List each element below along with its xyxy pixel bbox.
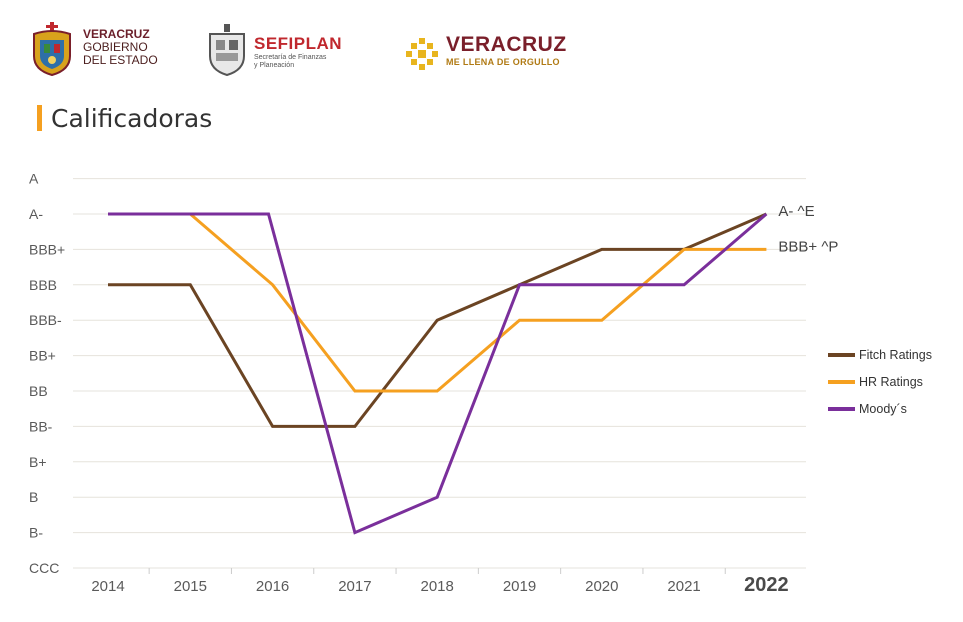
government-wordmark: VERACRUZ GOBIERNO DEL ESTADO bbox=[83, 28, 158, 67]
x-tick-label: 2019 bbox=[503, 578, 536, 595]
sefiplan-name: SEFIPLAN bbox=[254, 34, 343, 53]
series-line-hr-ratings bbox=[189, 212, 767, 393]
series-layer bbox=[108, 212, 768, 535]
y-tick-label: BBB- bbox=[29, 312, 62, 328]
legend: Fitch Ratings HR Ratings Moody´s bbox=[828, 348, 932, 416]
y-tick-label: B- bbox=[29, 525, 43, 541]
legend-label: HR Ratings bbox=[859, 375, 923, 389]
x-tick-label: 2021 bbox=[667, 578, 700, 595]
x-tick-label: 2018 bbox=[421, 578, 454, 595]
y-tick-label: BBB+ bbox=[29, 241, 65, 257]
page-title-wrap: Calificadoras bbox=[37, 103, 212, 133]
x-tick-label: 2022 bbox=[744, 574, 789, 596]
rating-annotation: BBB+ ^P bbox=[778, 238, 838, 255]
y-tick-label: BB- bbox=[29, 418, 53, 434]
page-title: Calificadoras bbox=[51, 103, 213, 133]
title-accent-bar bbox=[37, 105, 42, 131]
series-line-moody-s bbox=[108, 212, 768, 535]
legend-label: Moody´s bbox=[859, 402, 907, 416]
veracruz-pride-emblem-icon bbox=[406, 38, 438, 70]
x-tick-label: 2020 bbox=[585, 578, 618, 595]
rating-annotation: A- ^E bbox=[778, 203, 814, 220]
veracruz-pride-wordmark: VERACRUZ ME LLENA DE ORGULLO bbox=[446, 33, 567, 67]
y-tick-label: BB bbox=[29, 383, 48, 399]
sefiplan-shield-icon bbox=[209, 24, 245, 76]
x-tick-label: 2015 bbox=[174, 578, 207, 595]
y-tick-label: B+ bbox=[29, 454, 47, 470]
y-tick-label: B bbox=[29, 489, 38, 505]
sefiplan-wordmark: SEFIPLAN Secretaría de Finanzas y Planea… bbox=[254, 34, 342, 70]
y-tick-label: BBB bbox=[29, 277, 57, 293]
x-tick-label: 2017 bbox=[338, 578, 371, 595]
y-tick-label: CCC bbox=[29, 560, 59, 576]
legend-label: Fitch Ratings bbox=[859, 348, 932, 362]
y-tick-label: A bbox=[29, 171, 39, 187]
veracruz-coat-of-arms-icon bbox=[33, 22, 71, 76]
gov-line-1: VERACRUZ bbox=[83, 27, 150, 41]
sefiplan-sub-2: y Planeación bbox=[254, 62, 295, 69]
y-tick-label: A- bbox=[29, 206, 43, 222]
series-line-fitch-ratings bbox=[108, 212, 767, 428]
logo-bar: VERACRUZ GOBIERNO DEL ESTADO SEFIPLAN Se… bbox=[0, 0, 963, 90]
grid-layer bbox=[73, 178, 806, 574]
gov-line-2: GOBIERNO bbox=[83, 40, 148, 54]
x-tick-label: 2014 bbox=[91, 578, 124, 595]
brand-name: VERACRUZ bbox=[446, 33, 567, 56]
y-tick-label: BB+ bbox=[29, 348, 56, 364]
sefiplan-sub-1: Secretaría de Finanzas bbox=[254, 54, 327, 61]
gov-line-3: DEL ESTADO bbox=[83, 53, 158, 67]
x-tick-label: 2016 bbox=[256, 578, 289, 595]
brand-slogan: ME LLENA DE ORGULLO bbox=[446, 57, 560, 67]
